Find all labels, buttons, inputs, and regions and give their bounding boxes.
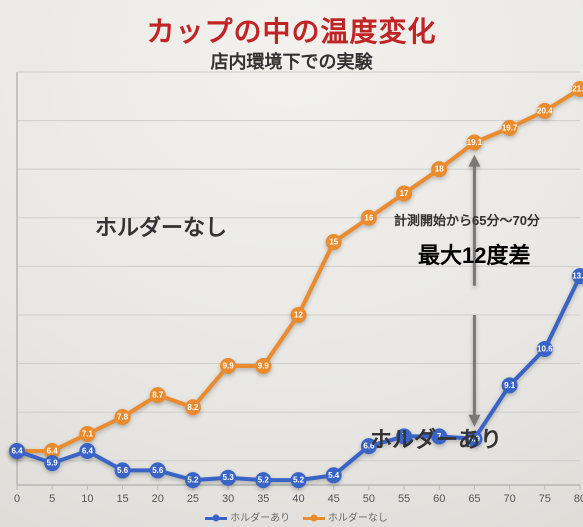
svg-text:60: 60 xyxy=(433,493,445,505)
svg-text:21.3: 21.3 xyxy=(572,85,583,94)
svg-text:9.9: 9.9 xyxy=(258,361,270,370)
svg-text:5.6: 5.6 xyxy=(152,466,164,475)
svg-text:19.1: 19.1 xyxy=(467,138,483,147)
chart-title: カップの中の温度変化 xyxy=(0,10,583,50)
svg-text:5: 5 xyxy=(49,493,55,505)
svg-text:7.1: 7.1 xyxy=(82,429,94,438)
svg-text:75: 75 xyxy=(539,493,551,505)
svg-text:5.2: 5.2 xyxy=(293,476,305,485)
svg-text:5.3: 5.3 xyxy=(223,473,235,482)
svg-text:18: 18 xyxy=(435,165,444,174)
label-holder: ホルダーあり xyxy=(370,422,502,454)
svg-text:9.9: 9.9 xyxy=(223,361,235,370)
svg-text:20.4: 20.4 xyxy=(537,106,553,115)
svg-text:12: 12 xyxy=(294,310,303,319)
svg-text:20: 20 xyxy=(152,493,164,505)
svg-text:45: 45 xyxy=(328,493,340,505)
label-diff: 最大12度差 xyxy=(418,238,530,270)
svg-text:80: 80 xyxy=(574,493,583,505)
svg-text:40: 40 xyxy=(292,493,304,505)
svg-text:5.2: 5.2 xyxy=(258,476,270,485)
svg-text:17: 17 xyxy=(400,189,409,198)
svg-text:6.4: 6.4 xyxy=(11,446,23,455)
svg-text:5.2: 5.2 xyxy=(187,476,199,485)
legend-swatch-holder xyxy=(205,517,227,520)
svg-text:8.2: 8.2 xyxy=(187,403,199,412)
svg-text:7.8: 7.8 xyxy=(117,412,129,421)
svg-text:6.4: 6.4 xyxy=(82,446,94,455)
label-no-holder: ホルダーなし xyxy=(95,210,227,242)
svg-text:6.4: 6.4 xyxy=(47,446,59,455)
svg-text:5.4: 5.4 xyxy=(328,471,340,480)
chart-subtitle: 店内環境下での実験 xyxy=(0,48,583,74)
svg-text:50: 50 xyxy=(363,493,375,505)
legend-label-holder: ホルダーあり xyxy=(230,513,290,524)
svg-text:70: 70 xyxy=(504,493,516,505)
svg-text:15: 15 xyxy=(116,493,128,505)
svg-text:5.6: 5.6 xyxy=(117,466,129,475)
svg-text:55: 55 xyxy=(398,493,410,505)
label-timing: 計測開始から65分～70分 xyxy=(394,210,540,229)
svg-text:8.7: 8.7 xyxy=(152,391,164,400)
svg-text:13.6: 13.6 xyxy=(572,272,583,281)
svg-text:10: 10 xyxy=(81,493,93,505)
svg-text:0: 0 xyxy=(14,493,20,505)
legend-label-no-holder: ホルダーなし xyxy=(328,513,388,524)
svg-text:65: 65 xyxy=(468,493,480,505)
series-holder: 6.45.96.45.65.65.25.35.25.25.46.6776.99.… xyxy=(9,268,583,488)
svg-text:5.9: 5.9 xyxy=(47,459,59,468)
svg-text:10.6: 10.6 xyxy=(537,344,553,353)
svg-text:35: 35 xyxy=(257,493,269,505)
svg-text:19.7: 19.7 xyxy=(502,123,518,132)
legend-swatch-no-holder xyxy=(303,517,325,520)
svg-text:16: 16 xyxy=(364,213,373,222)
svg-text:15: 15 xyxy=(329,238,338,247)
svg-text:30: 30 xyxy=(222,493,234,505)
legend: ホルダーあり ホルダーなし xyxy=(0,509,583,524)
svg-text:9.1: 9.1 xyxy=(504,381,516,390)
svg-text:25: 25 xyxy=(187,493,199,505)
